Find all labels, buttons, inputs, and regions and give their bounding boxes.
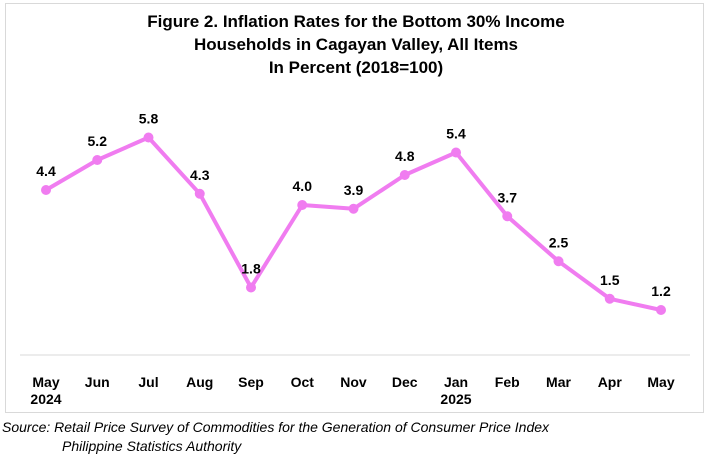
x-tick-label: Jul xyxy=(138,374,158,390)
x-tick-label: Dec xyxy=(392,374,418,390)
x-tick-label: May xyxy=(647,374,674,390)
chart-title-line-2: Households in Cagayan Valley, All Items xyxy=(194,35,518,54)
data-label: 5.2 xyxy=(88,133,108,149)
x-tick-label: Sep xyxy=(238,374,264,390)
data-label: 3.7 xyxy=(498,189,518,205)
data-label: 4.0 xyxy=(293,178,313,194)
data-label: 4.4 xyxy=(36,163,56,179)
x-tick-label: Jan xyxy=(444,374,468,390)
data-label: 1.8 xyxy=(241,261,261,277)
data-point xyxy=(604,293,615,304)
data-point xyxy=(451,147,461,158)
x-tick-year-label: 2024 xyxy=(30,391,61,407)
data-point xyxy=(553,256,564,267)
data-label: 1.5 xyxy=(600,272,620,288)
x-tick-label: Feb xyxy=(495,374,520,390)
data-label: 5.4 xyxy=(446,126,466,142)
data-point xyxy=(656,305,666,315)
data-point xyxy=(246,282,256,293)
x-tick-label: Mar xyxy=(546,374,571,390)
x-tick-label: Nov xyxy=(340,374,367,390)
data-label: 5.8 xyxy=(139,111,159,127)
data-point xyxy=(143,132,154,143)
series-line xyxy=(44,135,663,312)
data-point xyxy=(348,203,359,214)
chart-title-line-3: In Percent (2018=100) xyxy=(269,58,443,77)
x-tick-label: Aug xyxy=(186,374,213,390)
x-tick-label: Oct xyxy=(291,374,315,390)
data-point xyxy=(92,155,103,165)
data-point xyxy=(194,188,205,199)
x-tick-label: Apr xyxy=(598,374,623,390)
data-label: 4.3 xyxy=(190,167,210,183)
source-line-1: Source: Retail Price Survey of Commoditi… xyxy=(2,419,550,435)
data-label: 3.9 xyxy=(344,182,364,198)
data-label: 4.8 xyxy=(395,148,415,164)
x-tick-label: May xyxy=(32,374,59,390)
data-label: 2.5 xyxy=(549,234,569,250)
data-point xyxy=(399,170,410,180)
source-line-2: Philippine Statistics Authority xyxy=(62,438,242,454)
x-tick-label: Jun xyxy=(85,374,110,390)
chart-title-line-1: Figure 2. Inflation Rates for the Bottom… xyxy=(147,12,565,31)
series-layer xyxy=(41,132,666,315)
data-point xyxy=(502,211,513,222)
x-tick-year-label: 2025 xyxy=(440,391,471,407)
data-point xyxy=(297,200,308,210)
data-point xyxy=(41,185,51,195)
data-label-layer: 4.4 5.2 5.8 4.3 1.8 4.0 3.9 4.8 5.4 3.7 2.5 1.5 1.2 xyxy=(36,111,671,300)
data-label: 1.2 xyxy=(651,283,671,299)
